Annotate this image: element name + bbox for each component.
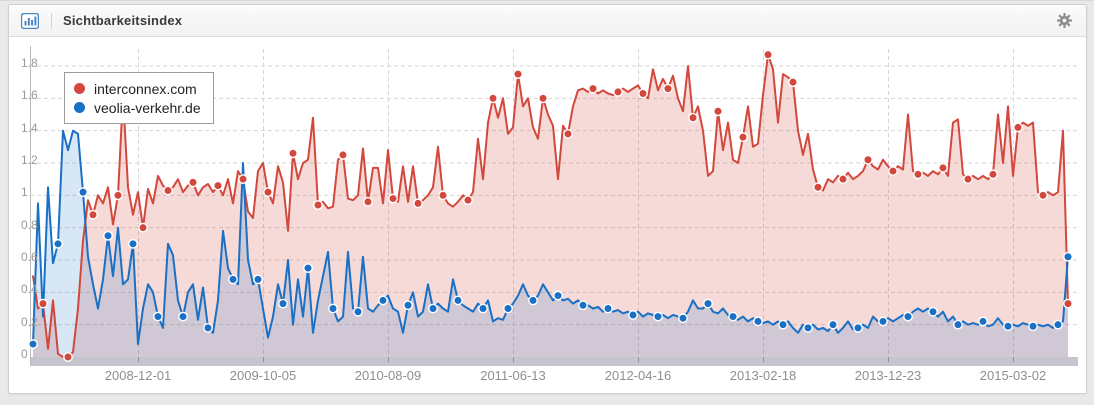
y-tick-label: 1.4	[21, 120, 38, 135]
y-tick-label: 1	[21, 185, 28, 200]
y-tick-label: 1.2	[21, 153, 38, 167]
x-tick-label: 2015-03-02	[979, 368, 1047, 383]
chart-card: Sichtbarkeitsindex	[8, 4, 1087, 394]
y-tick-label: 0.6	[21, 250, 38, 264]
page-title: Sichtbarkeitsindex	[63, 13, 183, 28]
legend-item-veolia: veolia-verkehr.de	[74, 98, 201, 117]
y-tick-label: 1.6	[21, 88, 38, 103]
legend-item-interconnex: interconnex.com	[74, 79, 201, 98]
y-tick-label: 0.2	[21, 314, 38, 329]
gear-icon[interactable]	[1057, 13, 1072, 28]
x-tick-label: 2013-12-23	[854, 368, 922, 383]
x-tick-label: 2009-10-05	[229, 368, 297, 383]
header-separator	[51, 12, 52, 29]
y-tick-label: 0	[21, 347, 28, 361]
x-tick-label: 2010-08-09	[354, 368, 422, 383]
card-header: Sichtbarkeitsindex	[9, 5, 1086, 37]
x-tick-label: 2011-06-13	[480, 368, 546, 383]
x-tick-label: 2013-02-18	[729, 368, 797, 383]
chart-legend: interconnex.com veolia-verkehr.de	[64, 72, 214, 124]
legend-marker-red	[74, 83, 85, 94]
legend-marker-blue	[74, 102, 85, 113]
x-tick-label: 2008-12-01	[104, 368, 172, 383]
legend-label: veolia-verkehr.de	[94, 99, 201, 116]
legend-label: interconnex.com	[94, 80, 197, 97]
y-tick-label: 0.8	[21, 217, 38, 232]
y-tick-label: 1.8	[21, 56, 38, 70]
x-tick-label: 2012-04-16	[604, 368, 672, 383]
bar-chart-icon	[20, 12, 40, 29]
y-tick-label: 0.4	[21, 282, 38, 297]
